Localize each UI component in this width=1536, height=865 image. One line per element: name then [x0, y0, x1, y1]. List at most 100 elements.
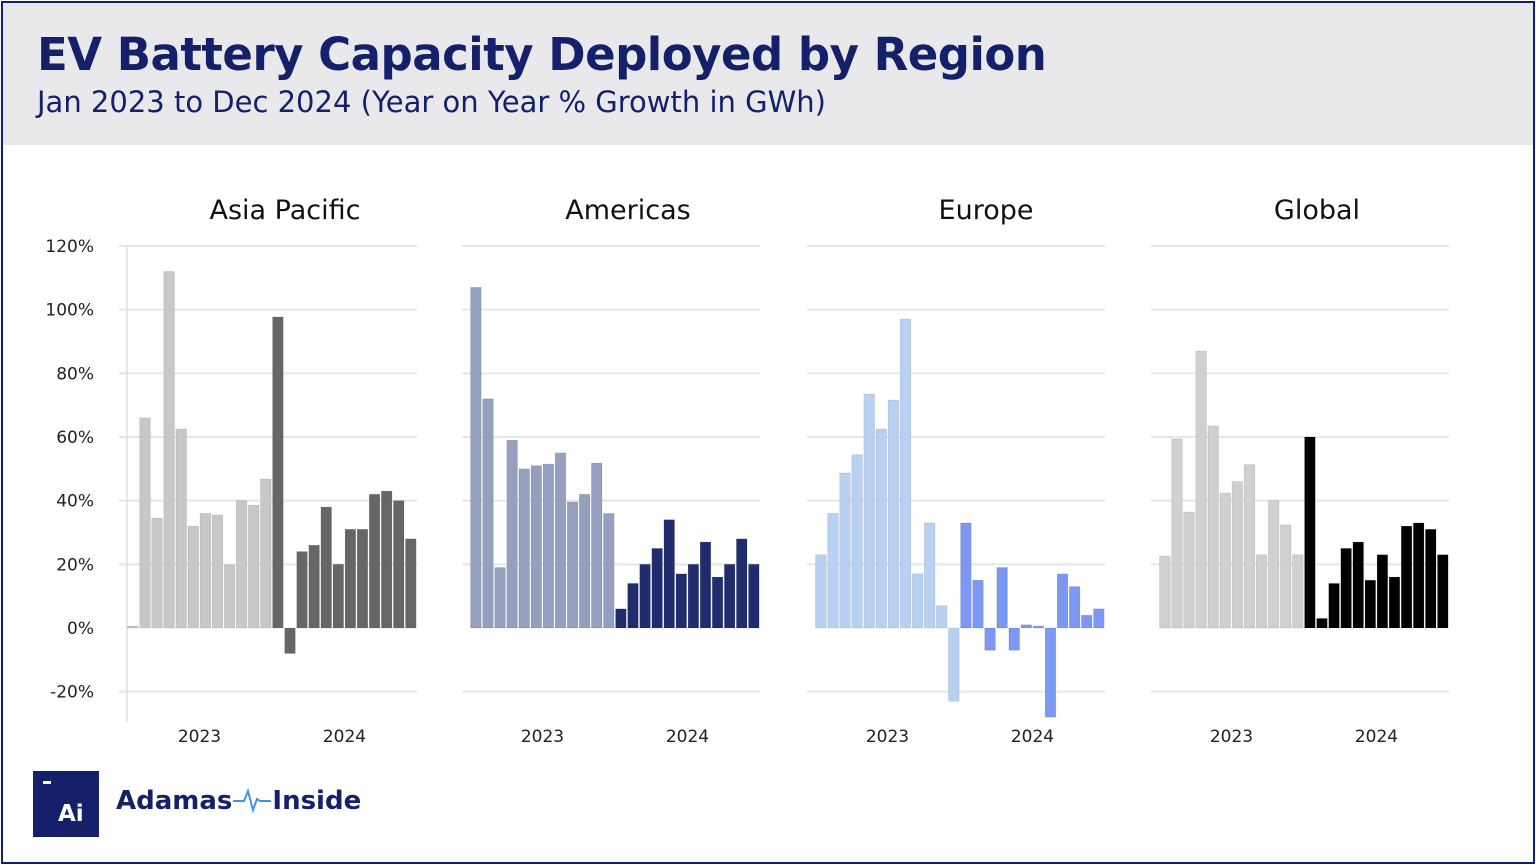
bar-2023-9 [1255, 554, 1268, 629]
bar-2024-4 [996, 567, 1008, 629]
bar-2023-9 [223, 564, 236, 629]
bar-2023-6 [875, 428, 887, 629]
bar-2024-1 [960, 522, 972, 629]
bar-2023-9 [566, 501, 579, 629]
bar-2024-12 [748, 564, 760, 629]
bar-2023-2 [139, 417, 151, 629]
bar-2024-6 [675, 573, 687, 629]
bar-2024-10 [1069, 586, 1081, 629]
bar-2024-4 [651, 548, 663, 629]
bar-2024-10 [1413, 522, 1425, 629]
bar-2024-8 [1388, 576, 1401, 629]
y-tick-label: 20% [56, 555, 94, 575]
logo-name-left: Adamas [116, 786, 233, 816]
bar-2024-1 [272, 316, 284, 629]
bar-2024-3 [639, 564, 651, 629]
bar-2023-8 [1243, 464, 1256, 629]
logo-mark: Ai [33, 771, 99, 837]
y-tick-label: 60% [56, 428, 94, 448]
bar-2023-7 [199, 513, 211, 629]
panel-title: Europe [939, 195, 1034, 226]
bar-2023-3 [1183, 511, 1195, 629]
bar-2023-2 [1171, 438, 1183, 629]
bar-2023-3 [151, 517, 163, 629]
bar-2023-12 [1292, 554, 1304, 629]
bar-2024-9 [711, 576, 724, 629]
bar-2023-1 [815, 554, 827, 629]
bar-2023-12 [260, 478, 272, 629]
bar-2023-4 [1195, 350, 1207, 629]
page-subtitle: Jan 2023 to Dec 2024 (Year on Year % Gro… [37, 85, 826, 119]
bar-2023-12 [948, 627, 960, 702]
bar-2024-1 [1304, 436, 1316, 629]
bar-2024-11 [1081, 614, 1093, 629]
x-tick-label: 2024 [666, 727, 709, 747]
bar-2023-7 [542, 463, 554, 629]
bar-2024-1 [615, 608, 627, 629]
bar-2023-8 [899, 318, 912, 629]
bar-2024-6 [332, 564, 344, 629]
x-tick-label: 2024 [1011, 727, 1054, 747]
bar-2024-9 [1056, 573, 1069, 629]
bar-2024-5 [663, 519, 675, 629]
bar-2023-9 [911, 573, 924, 629]
logo-mark-text: Ai [58, 801, 84, 827]
y-tick-label: 120% [45, 237, 94, 257]
panel-title: Asia Pacific [210, 195, 361, 226]
bar-2023-10 [1268, 500, 1280, 629]
bar-2023-8 [211, 514, 224, 629]
bar-2023-3 [494, 567, 506, 629]
bar-2024-11 [736, 538, 748, 629]
bar-2024-8 [699, 541, 712, 629]
bar-2023-10 [236, 500, 248, 629]
bar-2023-6 [187, 525, 199, 629]
bar-2024-4 [1340, 548, 1352, 629]
x-tick-label: 2023 [1210, 727, 1253, 747]
bar-2023-3 [839, 472, 851, 629]
bar-2023-11 [248, 504, 260, 629]
bar-2023-2 [482, 398, 494, 629]
bar-2023-7 [887, 399, 899, 629]
x-tick-label: 2023 [178, 727, 221, 747]
bar-2023-10 [579, 493, 591, 629]
bar-2024-11 [393, 500, 405, 629]
bar-2024-5 [320, 506, 332, 629]
bar-2024-2 [1316, 618, 1328, 629]
x-tick-label: 2024 [323, 727, 366, 747]
bar-2023-6 [1219, 492, 1231, 629]
bar-2024-11 [1425, 529, 1437, 629]
header [3, 3, 1533, 145]
bar-2024-6 [1020, 624, 1032, 629]
x-tick-label: 2024 [1355, 727, 1398, 747]
bar-2024-5 [1352, 541, 1364, 629]
pulse-icon [233, 788, 272, 814]
bar-2024-10 [724, 564, 736, 629]
bar-2024-3 [984, 627, 996, 651]
y-tick-label: 80% [56, 364, 94, 384]
y-tick-label: -20% [50, 683, 94, 703]
bar-2023-12 [603, 513, 615, 629]
bar-2024-4 [308, 544, 320, 629]
bar-2023-11 [1280, 524, 1292, 629]
x-tick-label: 2023 [521, 727, 564, 747]
bar-2024-8 [356, 529, 369, 629]
bar-2024-12 [1437, 554, 1449, 629]
bar-2024-3 [296, 551, 308, 629]
bar-2024-6 [1364, 579, 1376, 629]
bar-2024-9 [368, 493, 381, 629]
y-tick-label: 0% [67, 619, 94, 639]
bar-2023-5 [175, 428, 187, 629]
bar-2024-10 [381, 490, 393, 629]
bar-2023-1 [1159, 555, 1171, 629]
bar-2024-5 [1008, 627, 1020, 651]
bar-2023-4 [163, 271, 175, 629]
y-tick-label: 40% [56, 492, 94, 512]
logo-wordmark: Adamas Inside [116, 786, 361, 816]
bar-2023-1 [470, 287, 482, 629]
bar-2023-5 [863, 393, 875, 629]
bar-2023-11 [936, 605, 948, 629]
bar-2023-4 [506, 439, 518, 629]
y-tick-label: 100% [45, 301, 94, 321]
logo-dash [43, 781, 51, 784]
